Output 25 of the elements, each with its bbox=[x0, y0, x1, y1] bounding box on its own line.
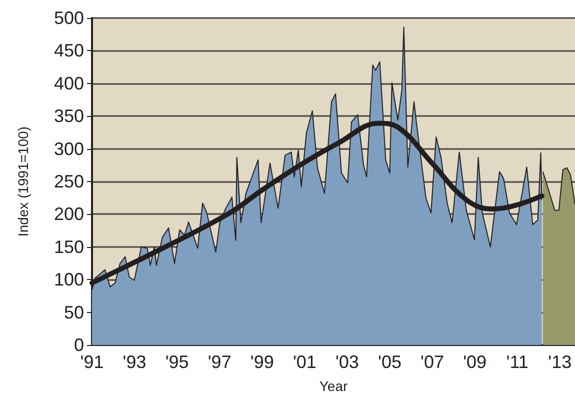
x-tick-label: '01 bbox=[292, 352, 316, 372]
x-axis-title: Year bbox=[319, 378, 348, 394]
y-tick-label: 500 bbox=[54, 8, 84, 28]
x-tick-label: '95 bbox=[165, 352, 189, 372]
y-tick-label: 250 bbox=[54, 172, 84, 192]
y-tick-label: 0 bbox=[74, 335, 84, 355]
y-tick-label: 400 bbox=[54, 73, 84, 94]
y-tick-label: 350 bbox=[54, 106, 84, 126]
x-tick-label: '99 bbox=[250, 352, 274, 372]
x-tick-label: '05 bbox=[378, 352, 402, 372]
x-tick-label: '13 bbox=[548, 352, 572, 372]
y-tick-label: 200 bbox=[54, 204, 84, 224]
x-tick-label: '93 bbox=[122, 352, 146, 372]
y-tick-label: 300 bbox=[54, 138, 84, 159]
x-tick-label: '03 bbox=[335, 352, 359, 372]
y-axis-title: Index (1991=100) bbox=[15, 126, 31, 237]
y-tick-label: 50 bbox=[64, 302, 84, 322]
x-tick-label: '91 bbox=[80, 352, 104, 372]
y-tick-label: 150 bbox=[54, 236, 84, 257]
x-tick-label: '09 bbox=[463, 352, 487, 372]
x-tick-label: '97 bbox=[208, 352, 232, 372]
y-tick-label: 450 bbox=[54, 40, 84, 61]
x-tick-label: '11 bbox=[506, 352, 528, 372]
y-tick-label: 100 bbox=[54, 270, 84, 290]
x-tick-label: '07 bbox=[420, 352, 444, 372]
